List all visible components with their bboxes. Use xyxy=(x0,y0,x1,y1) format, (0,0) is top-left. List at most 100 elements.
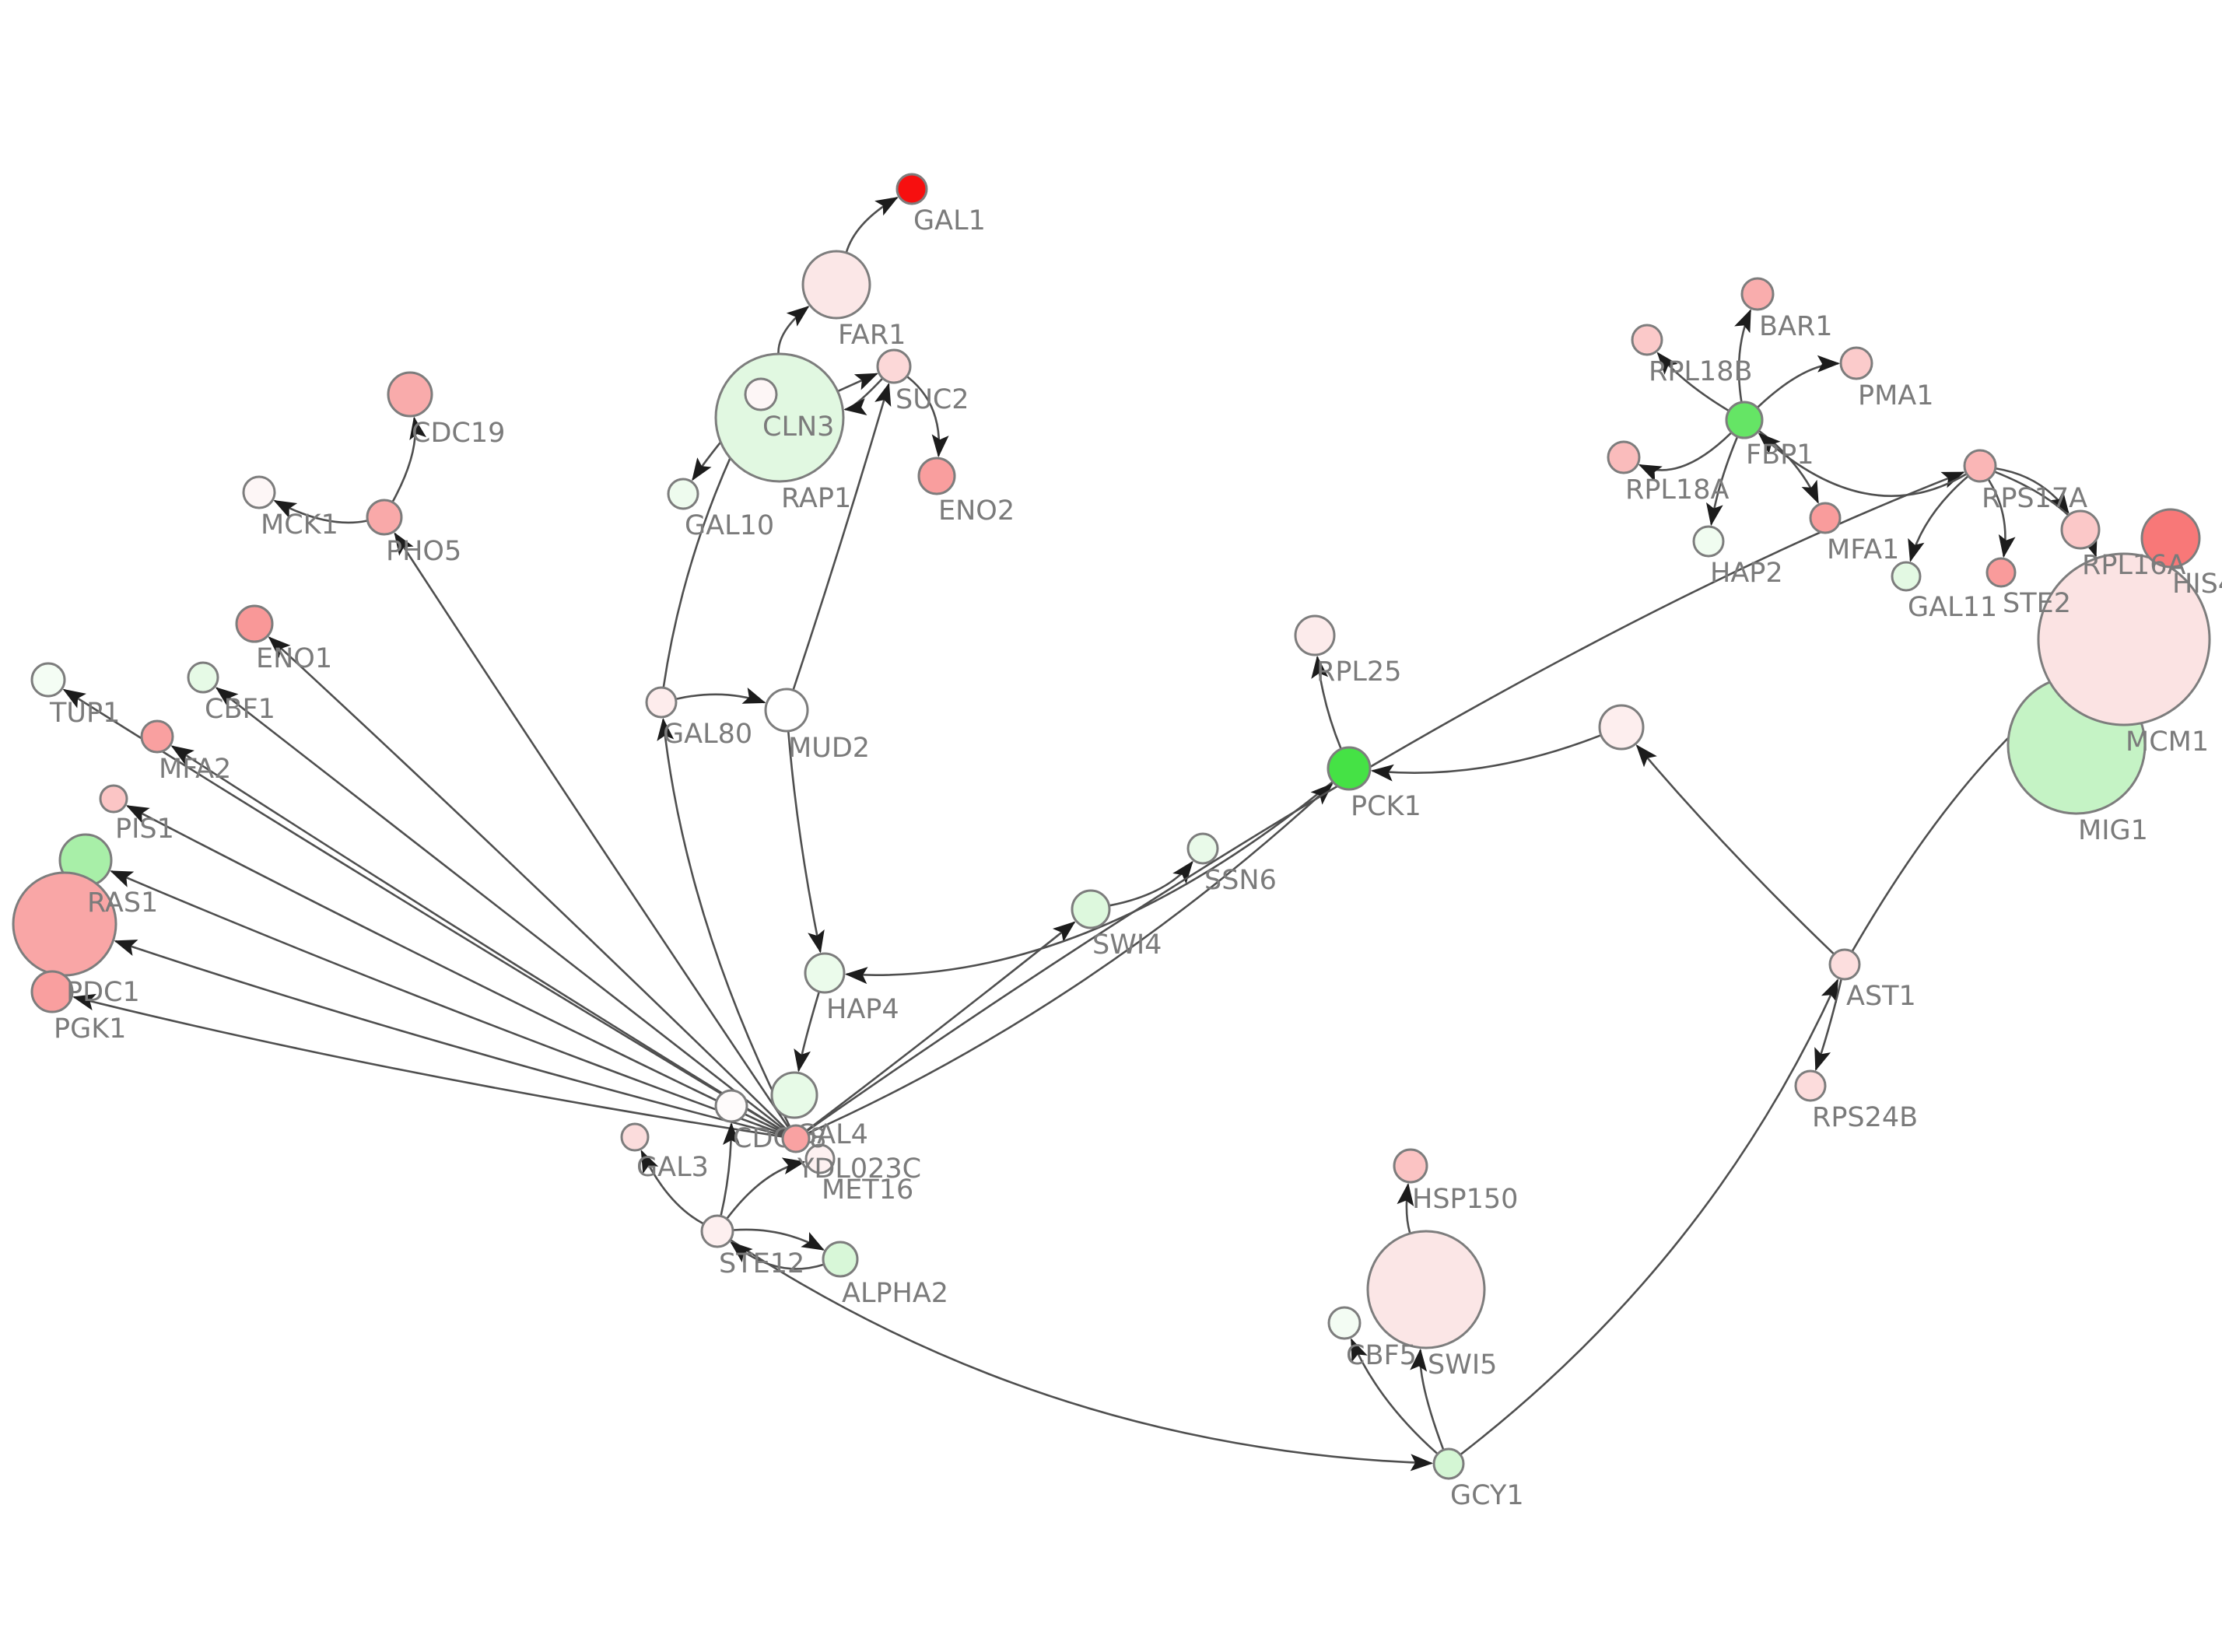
label-MFA2: MFA2 xyxy=(159,754,231,785)
edge-STE12-GAL3[interactable] xyxy=(640,1150,704,1225)
edge-YDL023C-CBF1[interactable] xyxy=(215,687,786,1131)
edge-MUD2-HAP4[interactable] xyxy=(787,731,825,954)
node-RPL18A[interactable] xyxy=(1607,440,1641,474)
edge-FBP1-RPL18A[interactable] xyxy=(1638,432,1732,482)
edge-FBP1-BAR1[interactable] xyxy=(1734,309,1752,402)
edge-RPS17A-GAL11[interactable] xyxy=(1908,475,1968,562)
label-CBF1: CBF1 xyxy=(205,694,275,725)
node-UNNAMED[interactable] xyxy=(1598,704,1645,751)
node-HAP4[interactable] xyxy=(804,952,846,994)
node-RPL18B[interactable] xyxy=(1631,324,1663,356)
edge-MUD2-SUC2[interactable] xyxy=(792,383,892,690)
node-SSN6[interactable] xyxy=(1186,832,1219,865)
edge-STE12-ALPHA2[interactable] xyxy=(733,1228,825,1251)
edge-HAP4-GAL4[interactable] xyxy=(794,992,820,1073)
edge-RAP1-SUC2[interactable] xyxy=(838,373,878,392)
node-STE12[interactable] xyxy=(700,1214,734,1248)
node-CLN3[interactable] xyxy=(744,377,778,411)
node-RPS24B[interactable] xyxy=(1794,1069,1827,1102)
edge-FAR1-GAL1[interactable] xyxy=(845,196,899,253)
node-PMA1[interactable] xyxy=(1839,346,1873,380)
edge-PCK1-HAP4[interactable] xyxy=(845,781,1334,985)
node-GCY1[interactable] xyxy=(1432,1447,1465,1480)
edge-RAP1-FAR1[interactable] xyxy=(777,306,810,354)
node-GAL80[interactable] xyxy=(645,686,678,719)
edge-GCY1-CBF5[interactable] xyxy=(1350,1338,1438,1454)
edge-YDL023C-RAS1[interactable] xyxy=(110,870,783,1136)
edge-YDL023C-PDC1[interactable] xyxy=(114,940,783,1136)
edge-SWI5-HSP150[interactable] xyxy=(1397,1182,1414,1234)
node-ENO1[interactable] xyxy=(235,604,274,643)
node-MCK1[interactable] xyxy=(242,475,276,509)
node-GAL4[interactable] xyxy=(770,1071,818,1119)
edge-FBP1-HAP2[interactable] xyxy=(1705,436,1739,527)
node-TUP1[interactable] xyxy=(30,662,66,698)
node-PIS1[interactable] xyxy=(99,784,128,814)
edge-YDL023C-SWI4[interactable] xyxy=(806,921,1076,1132)
edge-SUC2-ENO2[interactable] xyxy=(906,376,949,458)
edge-STE12-CDC28[interactable] xyxy=(720,1122,740,1216)
edge-RPS17A-RPL16A[interactable] xyxy=(1996,467,2070,514)
node-CBF1[interactable] xyxy=(187,661,219,694)
node-MUD2[interactable] xyxy=(764,688,809,733)
node-FAR1[interactable] xyxy=(801,250,871,320)
node-SWI5[interactable] xyxy=(1366,1230,1486,1349)
node-ENO2[interactable] xyxy=(917,457,956,495)
edge-YDL023C-PGK1[interactable] xyxy=(72,993,783,1138)
edge-RPS17A-FBP1[interactable] xyxy=(1758,432,1967,497)
edge-STE12-GCY1[interactable] xyxy=(730,1239,1433,1472)
label-GCY1: GCY1 xyxy=(1450,1480,1524,1511)
node-HAP2[interactable] xyxy=(1692,525,1725,558)
node-GAL3[interactable] xyxy=(620,1122,650,1152)
node-HSP150[interactable] xyxy=(1393,1148,1428,1184)
node-SWI4[interactable] xyxy=(1071,889,1111,929)
edge-UNNAMED-PCK1[interactable] xyxy=(1370,734,1601,782)
node-MCM1[interactable] xyxy=(2037,552,2211,726)
node-SUC2[interactable] xyxy=(876,348,912,384)
node-PHO5[interactable] xyxy=(366,499,403,536)
node-PCK1[interactable] xyxy=(1327,746,1372,791)
edge-ALPHA2-STE12[interactable] xyxy=(730,1241,824,1270)
node-CBF5[interactable] xyxy=(1327,1306,1362,1340)
node-GAL10[interactable] xyxy=(667,478,699,510)
edge-PHO5-CDC19[interactable] xyxy=(391,416,426,502)
edge-SWI4-SSN6[interactable] xyxy=(1109,860,1193,907)
node-HIS4[interactable] xyxy=(2140,508,2201,569)
node-RPL25[interactable] xyxy=(1294,614,1336,656)
node-YDL023C[interactable] xyxy=(781,1124,811,1153)
node-RPL16A[interactable] xyxy=(2060,509,2101,550)
node-MFA2[interactable] xyxy=(140,719,174,754)
node-RPS17A[interactable] xyxy=(1963,449,1997,483)
edge-YDL023C-MFA2[interactable] xyxy=(170,745,785,1132)
edge-YDL023C-PHO5[interactable] xyxy=(394,532,790,1128)
node-GAL1[interactable] xyxy=(895,173,928,205)
edge-STE12-MET16[interactable] xyxy=(726,1157,806,1220)
edge-GCY1-AST1[interactable] xyxy=(1460,978,1839,1455)
edge-YDL023C-GAL80[interactable] xyxy=(657,717,791,1127)
node-CDC19[interactable] xyxy=(387,371,433,418)
edge-AST1-RPS24B[interactable] xyxy=(1814,979,1842,1072)
node-MFA1[interactable] xyxy=(1809,502,1842,534)
edge-YDL023C-RPS17A[interactable] xyxy=(806,471,1965,1132)
node-CDC28[interactable] xyxy=(714,1089,748,1123)
edge-PHO5-MCK1[interactable] xyxy=(273,499,367,524)
node-GAL11[interactable] xyxy=(1891,561,1922,592)
edge-GCY1-SWI5[interactable] xyxy=(1410,1348,1445,1450)
node-MET16[interactable] xyxy=(804,1143,836,1174)
edge-YDL023C-PCK1[interactable] xyxy=(808,782,1334,1134)
node-STE2[interactable] xyxy=(1985,557,2017,588)
edge-PCK1-RPL25[interactable] xyxy=(1311,655,1342,749)
edge-RPS17A-STE2[interactable] xyxy=(1987,479,2016,558)
node-BAR1[interactable] xyxy=(1740,277,1775,311)
edge-FBP1-PMA1[interactable] xyxy=(1757,355,1840,408)
node-PGK1[interactable] xyxy=(30,970,74,1013)
edge-FBP1-RPL18B[interactable] xyxy=(1656,352,1730,411)
edge-AST1-UNNAMED[interactable] xyxy=(1635,744,1835,955)
edge-YDL023C-PIS1[interactable] xyxy=(125,805,784,1134)
node-ALPHA2[interactable] xyxy=(822,1241,859,1278)
edge-YDL023C-ENO1[interactable] xyxy=(268,636,787,1130)
edge-GAL80-MUD2[interactable] xyxy=(676,687,766,704)
node-AST1[interactable] xyxy=(1828,948,1861,981)
node-FBP1[interactable] xyxy=(1725,401,1764,439)
